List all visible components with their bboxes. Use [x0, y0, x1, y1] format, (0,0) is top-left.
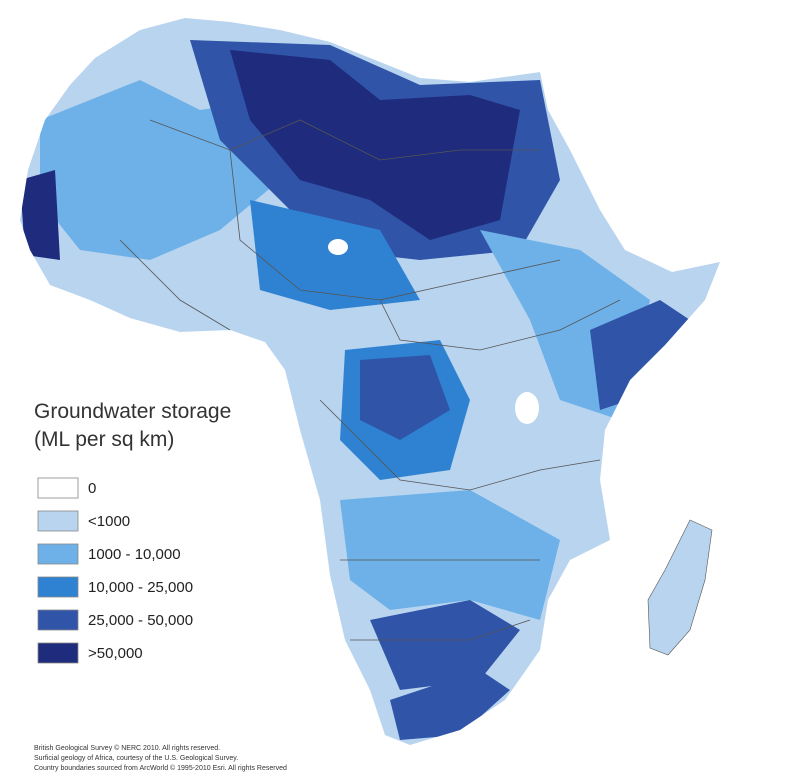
lake-victoria	[515, 392, 539, 424]
legend-label: <1000	[88, 513, 130, 530]
legend-swatch	[37, 642, 79, 664]
legend-label: >50,000	[88, 645, 143, 662]
zone	[370, 600, 520, 690]
zone	[360, 355, 450, 440]
africa	[20, 18, 720, 745]
legend-label: 25,000 - 50,000	[88, 612, 193, 629]
storage-zones	[20, 40, 690, 740]
zone	[390, 670, 510, 740]
legend-items: 0 <1000 1000 - 10,000 10,000 - 25,000 25,000…	[37, 477, 193, 664]
legend-swatch	[37, 609, 79, 631]
credit-line: Country boundaries sourced from ArcWorld…	[34, 764, 287, 772]
legend-label: 10,000 - 25,000	[88, 579, 193, 596]
credits: British Geological Survey © NERC 2010. A…	[34, 744, 287, 772]
credit-line: British Geological Survey © NERC 2010. A…	[34, 744, 220, 752]
legend: Groundwater storage (ML per sq km) 0 <100…	[34, 400, 231, 664]
country-borders	[119, 119, 621, 641]
zone	[590, 300, 690, 410]
legend-swatch	[37, 576, 79, 598]
legend-label: 0	[88, 480, 96, 497]
zone	[250, 200, 420, 310]
legend-swatch	[37, 477, 79, 499]
legend-subtitle: (ML per sq km)	[34, 428, 174, 451]
legend-swatch	[37, 510, 79, 532]
lake-chad	[328, 239, 348, 255]
legend-swatch	[37, 543, 79, 565]
zone	[230, 50, 520, 240]
legend-label: 1000 - 10,000	[88, 546, 181, 563]
madagascar	[647, 519, 713, 656]
zone	[340, 490, 560, 620]
legend-title: Groundwater storage	[34, 400, 231, 423]
zone	[20, 170, 60, 260]
credit-line: Surficial geology of Africa, courtesy of…	[34, 755, 238, 762]
